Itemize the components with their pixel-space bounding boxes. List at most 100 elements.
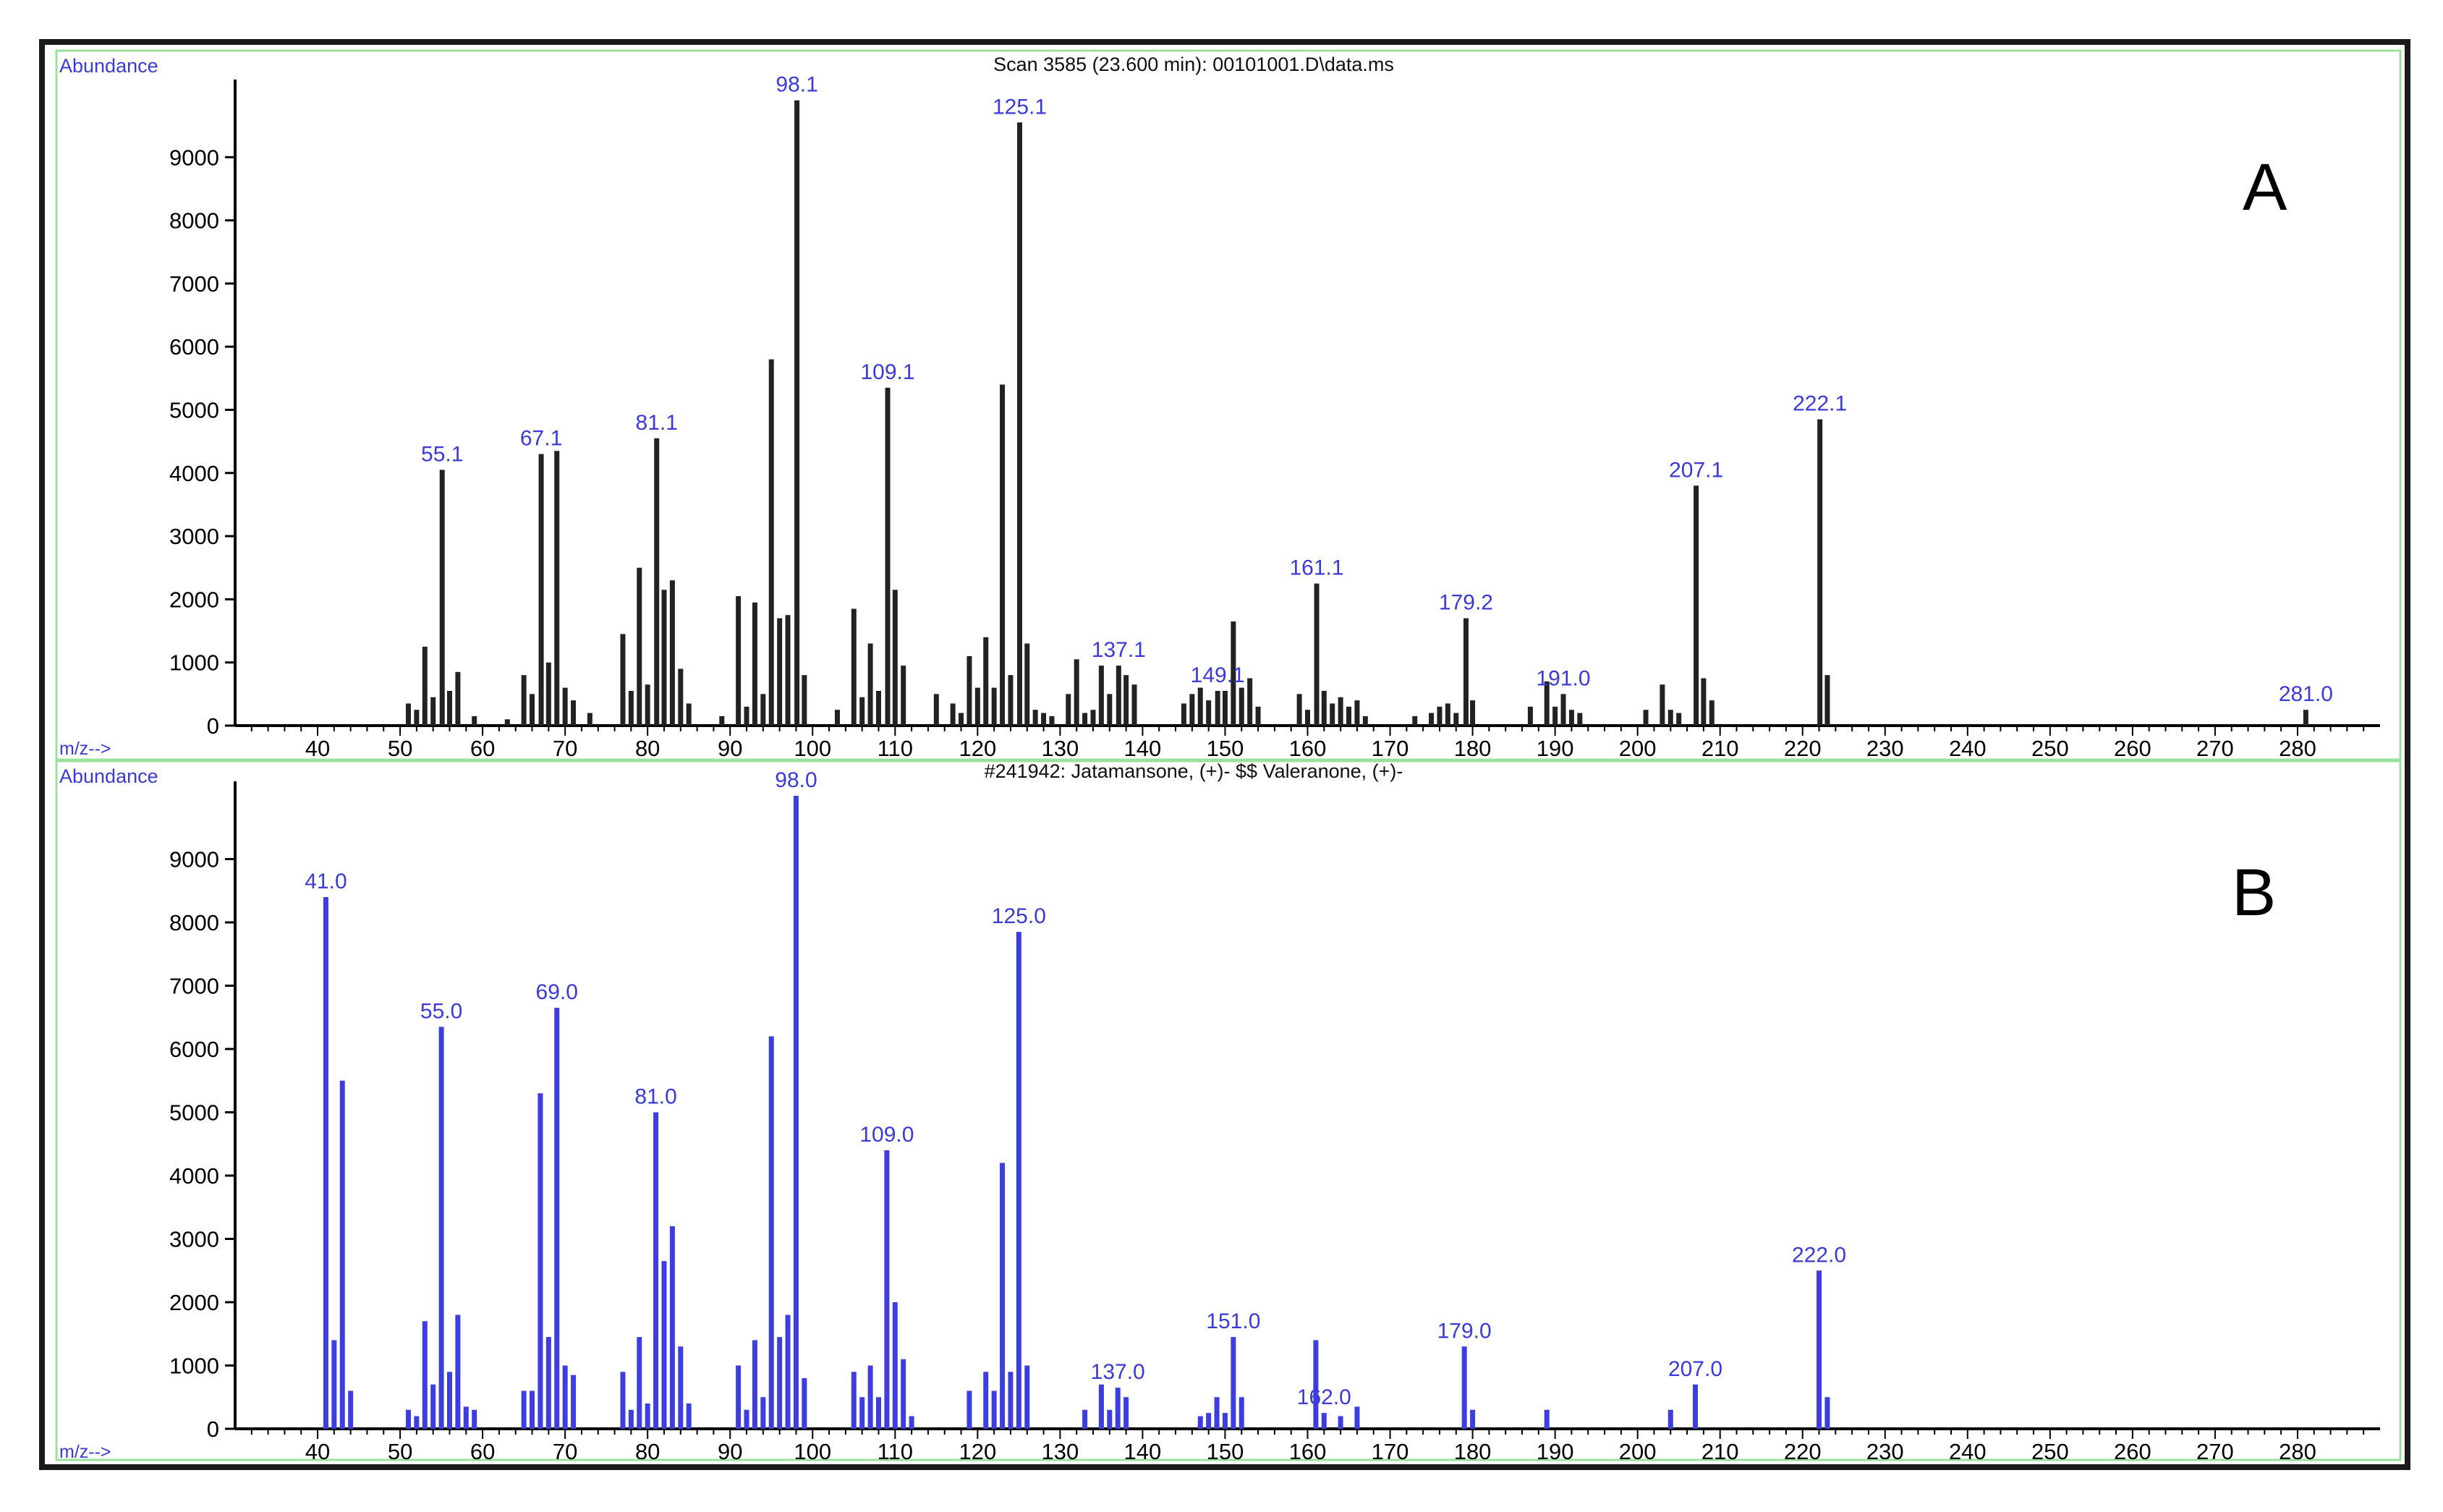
peak-bar [1676, 713, 1682, 726]
peak-bar [472, 715, 477, 726]
peak-label: 81.1 [636, 411, 678, 435]
x-tick-label: 160 [1289, 736, 1327, 761]
peak-bar [678, 1346, 684, 1429]
peak-bar [1017, 122, 1023, 726]
peak-bar [736, 596, 742, 726]
peak-label: 149.1 [1191, 663, 1245, 687]
spectrum-panel-b: Abundance #241942: Jatamansone, (+)- $$ V… [55, 760, 2402, 1464]
x-tick-label: 50 [388, 736, 412, 761]
peak-bar [892, 590, 898, 726]
peak-bar [1544, 1409, 1550, 1429]
peak-bar [405, 703, 411, 726]
peak-bar [1090, 710, 1096, 726]
peak-label: 109.0 [859, 1123, 914, 1147]
peak-bar [859, 1397, 865, 1429]
peak-bar [1346, 706, 1352, 726]
peak-label: 207.0 [1668, 1357, 1722, 1381]
peak-bar [1049, 715, 1055, 726]
peak-bar [1354, 700, 1360, 726]
peak-bar [1024, 643, 1030, 726]
peak-label: 222.1 [1793, 392, 1847, 416]
peak-label: 109.1 [861, 360, 915, 384]
peak-bar [348, 1390, 354, 1429]
x-tick-label: 130 [1042, 1439, 1079, 1464]
peak-bar [530, 1390, 535, 1429]
peak-bar [966, 655, 972, 726]
peak-bar [439, 470, 445, 726]
peak-bar [1098, 1384, 1104, 1429]
peak-bar [1314, 583, 1320, 726]
peak-bar [587, 713, 592, 726]
x-tick-label: 170 [1372, 736, 1409, 761]
peak-bar [991, 687, 997, 726]
x-tick-label: 90 [718, 736, 742, 761]
peak-bar [851, 608, 857, 726]
peak-bar [1098, 666, 1104, 726]
x-tick-label: 170 [1372, 1439, 1409, 1464]
peak-bar [1577, 713, 1583, 726]
x-tick-label: 250 [2031, 736, 2069, 761]
peak-bar [1338, 697, 1343, 726]
peak-bar [1115, 1388, 1121, 1429]
peak-bar [1000, 384, 1006, 726]
peak-label: 151.0 [1206, 1309, 1260, 1333]
peak-bar [637, 1337, 642, 1429]
x-tick-label: 150 [1207, 736, 1244, 761]
peak-bar [1123, 675, 1129, 726]
peak-bar [1008, 675, 1014, 726]
peak-bar [2303, 710, 2308, 726]
peak-bar [768, 1036, 774, 1429]
x-tick-label: 90 [718, 1439, 742, 1464]
x-axis-label: m/z--> [59, 739, 111, 759]
peak-bar [1330, 703, 1335, 726]
peak-bar [545, 1337, 551, 1429]
y-tick-label: 7000 [169, 271, 219, 297]
peak-bar [554, 1008, 560, 1429]
peak-bar [1222, 1413, 1228, 1429]
panel-border [55, 49, 2402, 761]
peak-bar [1362, 715, 1368, 726]
peak-bar [678, 668, 684, 726]
x-tick-label: 60 [470, 1439, 495, 1464]
x-tick-label: 50 [388, 1439, 412, 1464]
x-tick-label: 210 [1701, 1439, 1739, 1464]
peak-bar [1206, 700, 1212, 726]
peak-bar [736, 1365, 742, 1429]
y-axis-label: Abundance [59, 55, 158, 77]
peak-bar [339, 1080, 345, 1429]
peak-bar [1660, 684, 1665, 726]
peak-bar [1527, 706, 1533, 726]
peak-bar [447, 1372, 452, 1429]
peak-bar [1024, 1365, 1030, 1429]
peak-bar [1453, 713, 1459, 726]
peak-label: 98.1 [776, 73, 817, 97]
peak-bar [430, 697, 436, 726]
peak-bar [1709, 700, 1715, 726]
peak-bar [1255, 706, 1261, 726]
peak-bar [1667, 710, 1673, 726]
peak-bar [785, 615, 791, 726]
x-tick-label: 280 [2279, 736, 2316, 761]
peak-label: 191.0 [1536, 666, 1590, 690]
panel-border [55, 760, 2402, 1461]
y-tick-label: 5000 [169, 1100, 219, 1126]
peak-bar [876, 1397, 881, 1429]
peak-bar [1824, 675, 1830, 726]
peak-bar [1189, 694, 1195, 726]
peak-bar [661, 1261, 667, 1429]
peak-label: 179.2 [1439, 591, 1493, 615]
y-tick-label: 0 [207, 1417, 219, 1442]
x-tick-label: 210 [1701, 736, 1739, 761]
y-axis-label: Abundance [59, 765, 158, 787]
peak-label: 98.0 [775, 768, 817, 792]
spectrum-title: #241942: Jatamansone, (+)- $$ Valeranone… [985, 760, 1403, 782]
peak-bar [901, 666, 906, 726]
y-tick-label: 5000 [169, 398, 219, 423]
peak-bar [1041, 713, 1047, 726]
peak-bar [901, 1359, 906, 1429]
peak-bar [1461, 1346, 1467, 1429]
peak-label: 41.0 [305, 870, 347, 893]
peak-bar [966, 1390, 972, 1429]
peak-bar [777, 1337, 783, 1429]
x-tick-label: 80 [635, 736, 660, 761]
